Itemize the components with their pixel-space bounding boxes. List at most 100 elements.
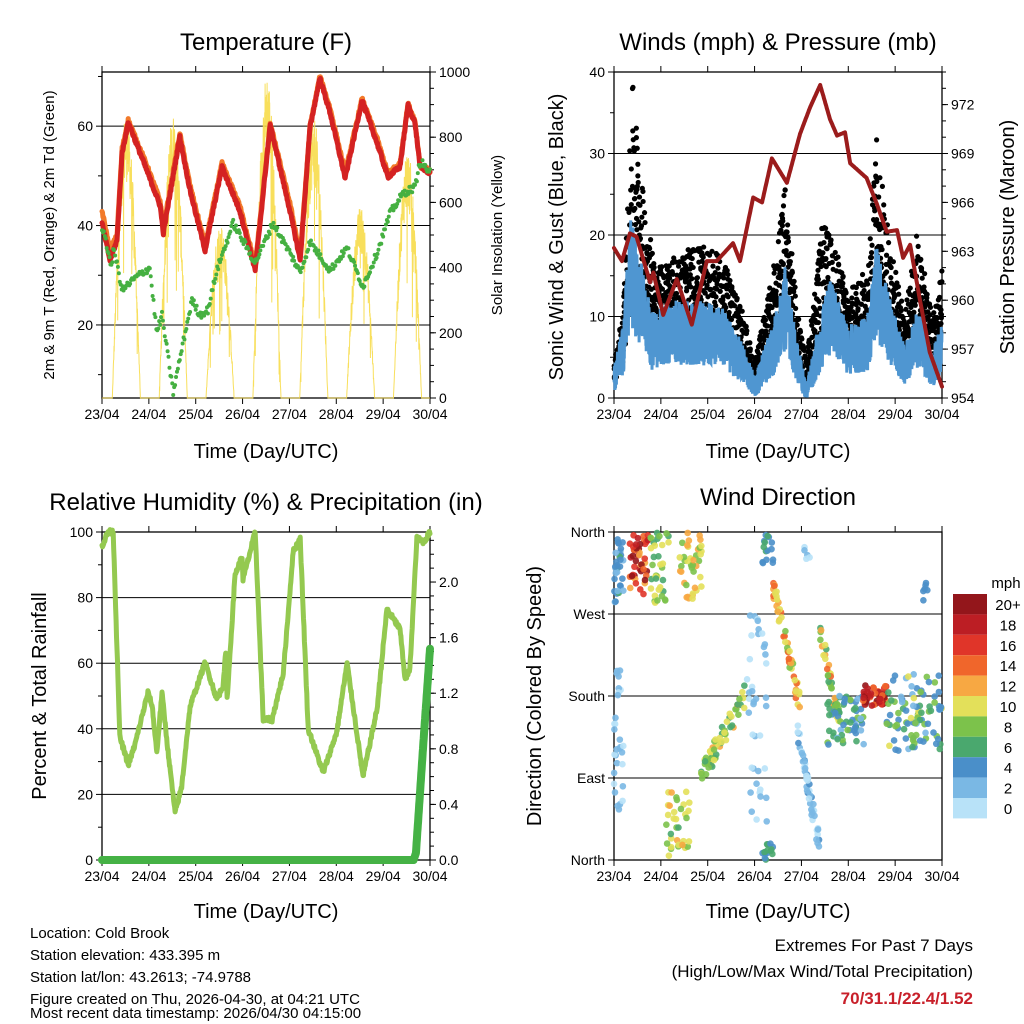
extremes-title: Extremes For Past 7 Days [775, 936, 973, 955]
y-tick-label: 0 [85, 852, 93, 868]
wind-direction-point [746, 655, 754, 663]
wind-direction-point [805, 795, 813, 802]
x-tick-label: 23/04 [596, 406, 631, 422]
dewpoint-point [205, 311, 210, 316]
dewpoint-point [261, 243, 266, 248]
gust-point [912, 302, 918, 308]
wind-direction-point [781, 632, 788, 640]
x-tick-label: 30/04 [924, 868, 959, 884]
gust-point [647, 245, 653, 252]
dewpoint-point [291, 254, 296, 259]
wind-direction-point [689, 595, 696, 602]
gust-point [812, 328, 818, 334]
wind-direction-point [917, 688, 924, 696]
dewpoint-point [153, 315, 158, 320]
legend-swatch [953, 736, 987, 758]
legend-label: 0 [1004, 801, 1012, 818]
gust-point [789, 251, 795, 257]
y-right-tick-label: 963 [951, 243, 975, 259]
dewpoint-point [149, 283, 154, 288]
legend-label: 18 [1000, 617, 1017, 634]
gust-point [688, 284, 694, 290]
wind-direction-point [665, 852, 673, 859]
wind-direction-point [739, 688, 746, 696]
gust-point [712, 270, 718, 276]
y-right-tick-label: 1000 [439, 64, 470, 80]
direction-ylabel: Direction (Colored By Speed) [524, 566, 546, 826]
wind-direction-point [735, 711, 742, 718]
y-tick-label: 20 [77, 317, 93, 333]
gust-point [704, 282, 710, 288]
dewpoint-point [157, 319, 162, 324]
x-tick-label: 25/04 [178, 406, 213, 422]
dewpoint-point [101, 229, 106, 234]
gust-point [829, 259, 835, 265]
dewpoint-point [298, 270, 303, 275]
wind-direction-point [610, 769, 618, 777]
dewpoint-point [163, 338, 168, 343]
wind-direction-point [762, 694, 770, 702]
wind-direction-point [935, 688, 943, 696]
wind-direction-point [860, 740, 867, 748]
wind-direction-point [897, 693, 905, 701]
wind-direction-point [701, 758, 709, 765]
wind-direction-point [634, 534, 642, 542]
wind-direction-point [761, 854, 769, 862]
wind-direction-point [898, 698, 906, 706]
gust-point [651, 261, 657, 267]
gust-point [907, 285, 913, 291]
wind-direction-point [666, 802, 673, 809]
gust-point [849, 295, 855, 301]
gust-point [710, 263, 716, 269]
dewpoint-point [375, 251, 380, 256]
dewpoint-point [152, 311, 157, 316]
x-tick-label: 29/04 [878, 868, 913, 884]
wind-direction-point [769, 559, 777, 566]
wind-direction-point [887, 697, 895, 704]
gust-point [868, 250, 875, 256]
gust-point [715, 265, 721, 271]
gust-point [651, 264, 657, 271]
latlon-text: Station lat/lon: 43.2613; -74.9788 [30, 969, 251, 986]
wind-direction-point [620, 742, 627, 750]
gust-point [922, 271, 928, 277]
gust-point [707, 286, 714, 292]
dewpoint-point [156, 326, 161, 331]
wind-direction-point [762, 794, 770, 802]
x-tick-label: 25/04 [178, 868, 213, 884]
panel-1-axes: 23/04 24/04 25/04 26/04 27/04 28/04 29/04 30/04… [589, 64, 974, 422]
wind-direction-point [815, 843, 823, 850]
wind-direction-point [698, 542, 705, 550]
x-tick-label: 24/04 [131, 868, 166, 884]
gust-point [670, 271, 676, 277]
dewpoint-point [202, 313, 207, 318]
wind-direction-point [647, 534, 654, 542]
gust-point [638, 223, 645, 229]
gust-point [709, 248, 715, 254]
gust-point [725, 294, 731, 300]
y-tick-label: South [568, 688, 605, 704]
y-right-tick-label: 960 [951, 292, 975, 308]
gust-point [743, 323, 749, 329]
wind-direction-point [801, 765, 809, 772]
wind-direction-point [615, 806, 623, 813]
wind-direction-point [612, 714, 619, 722]
gust-point [723, 304, 729, 311]
dewpoint-point [191, 298, 196, 303]
y-right-tick-label: 800 [439, 129, 463, 145]
gust-point [774, 295, 780, 301]
gust-point [815, 276, 821, 282]
dewpoint-point [165, 349, 170, 354]
gust-point [828, 241, 834, 247]
wind-direction-point [684, 843, 692, 850]
gust-point [634, 145, 640, 151]
gust-point [821, 239, 827, 246]
wind-direction-point [854, 695, 861, 703]
wind-direction-point [632, 580, 640, 587]
y-tick-label: 10 [589, 309, 605, 325]
dewpoint-point [178, 352, 183, 357]
gust-point [922, 304, 928, 310]
dewpoint-point [159, 315, 164, 320]
gust-point [634, 227, 640, 233]
gust-point [938, 311, 945, 318]
